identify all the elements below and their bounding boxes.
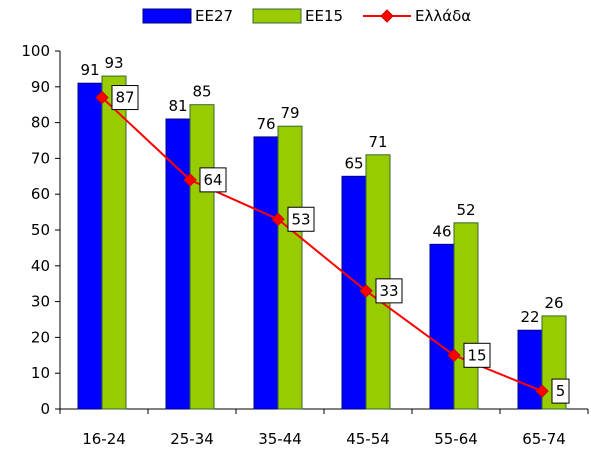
bar-1 xyxy=(517,329,543,410)
line-point-marker xyxy=(447,348,461,363)
line-point-marker xyxy=(535,384,549,398)
legend-swatch xyxy=(252,8,302,24)
bar-1 xyxy=(253,136,279,410)
line-point-label-box xyxy=(463,342,491,368)
y-tick-label: 60 xyxy=(31,185,50,203)
y-tick-label: 80 xyxy=(31,114,50,132)
y-tick-label: 50 xyxy=(31,221,50,239)
bar-value-label: 22 xyxy=(520,308,539,326)
bar-2 xyxy=(277,125,303,410)
bar-1 xyxy=(77,82,103,410)
y-tick-label: 100 xyxy=(21,42,50,60)
bar-2 xyxy=(189,104,215,410)
line-point-label: 15 xyxy=(467,346,486,364)
x-tick-label: 55-64 xyxy=(434,430,478,448)
legend-swatch xyxy=(142,8,192,24)
bar-2 xyxy=(453,222,479,410)
line-point-label: 5 xyxy=(556,382,566,400)
x-tick-label: 35-44 xyxy=(258,430,302,448)
line-point-label: 87 xyxy=(115,89,134,107)
legend-label: ΕΕ15 xyxy=(305,7,343,25)
line-point-marker xyxy=(359,284,373,298)
line-point-label: 33 xyxy=(379,282,398,300)
bar-value-label: 76 xyxy=(256,115,275,133)
bar-2 xyxy=(101,75,127,410)
line-point-label: 53 xyxy=(291,210,310,228)
bar-1 xyxy=(429,243,455,410)
y-tick-label: 0 xyxy=(40,400,50,418)
bar-value-label: 26 xyxy=(544,294,563,312)
line-point-label: 64 xyxy=(203,171,222,189)
y-tick-label: 30 xyxy=(31,293,50,311)
y-tick-label: 90 xyxy=(31,78,50,96)
bar-value-label: 93 xyxy=(104,54,123,72)
x-tick-label: 45-54 xyxy=(346,430,390,448)
line-point-marker xyxy=(271,212,285,226)
y-tick-label: 40 xyxy=(31,257,50,275)
x-tick-label: 65-74 xyxy=(522,430,566,448)
x-tick-label: 16-24 xyxy=(82,430,126,448)
line-point-label-box xyxy=(287,206,315,232)
y-tick-label: 20 xyxy=(31,328,50,346)
y-tick-label: 70 xyxy=(31,149,50,167)
bar-value-label: 85 xyxy=(192,83,211,101)
bar-1 xyxy=(165,118,191,410)
bar-value-label: 81 xyxy=(168,97,187,115)
bar-value-label: 46 xyxy=(432,222,451,240)
line-point-label-box xyxy=(111,85,139,111)
legend-label: ΕΕ27 xyxy=(195,7,233,25)
x-tick-label: 25-34 xyxy=(170,430,214,448)
legend-label: Ελλάδα xyxy=(415,7,471,25)
line-point-label-box xyxy=(375,278,403,304)
bar-value-label: 65 xyxy=(344,154,363,172)
bar-value-label: 52 xyxy=(456,201,475,219)
line-point-label-box xyxy=(551,378,570,404)
legend-marker xyxy=(380,9,394,23)
y-tick-label: 10 xyxy=(31,364,50,382)
line-point-marker xyxy=(95,90,109,105)
bar-value-label: 79 xyxy=(280,104,299,122)
line-point-label-box xyxy=(199,167,227,193)
line-point-marker xyxy=(183,173,197,187)
bar-value-label: 71 xyxy=(368,133,387,151)
bar-value-label: 91 xyxy=(80,61,99,79)
